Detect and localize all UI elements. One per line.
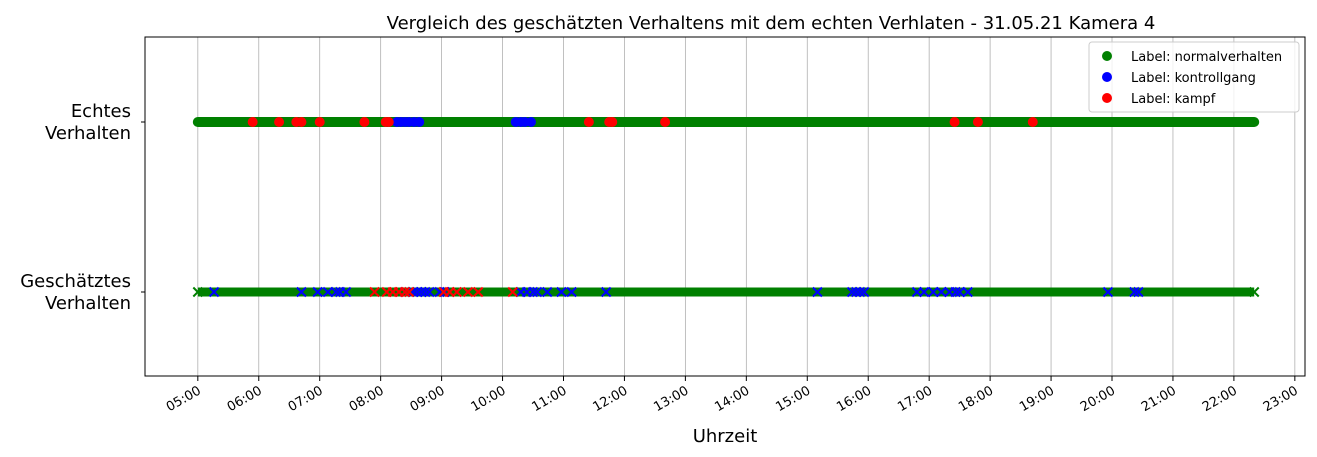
legend-entry-kontrollgang: Label: kontrollgang <box>1131 71 1256 86</box>
data-point-kontrollgang <box>850 286 862 298</box>
data-marks <box>192 117 1260 298</box>
x-tick-label: 18:00 <box>956 383 996 415</box>
x-tick-label: 23:00 <box>1261 383 1301 415</box>
x-tick-label: 14:00 <box>712 383 752 415</box>
data-point-kampf <box>403 286 415 298</box>
data-point-kontrollgang <box>414 117 425 127</box>
data-point-kontrollgang <box>407 286 419 298</box>
x-tick-label: 05:00 <box>164 383 204 415</box>
data-point-kontrollgang <box>936 286 947 298</box>
legend: Label: normalverhalten Label: kontrollgan… <box>1088 41 1300 113</box>
data-point-kampf <box>314 117 325 127</box>
plot-frame <box>144 36 1306 377</box>
data-point-kontrollgang <box>525 117 536 127</box>
x-tick-label: 06:00 <box>225 383 265 415</box>
data-point-kontrollgang <box>416 286 427 298</box>
data-point-kampf <box>472 286 484 298</box>
legend-marker-kampf <box>1102 93 1112 103</box>
data-point-kampf <box>399 286 411 298</box>
series-band-end-normalverhalten <box>192 286 204 298</box>
x-axis-label: Uhrzeit <box>693 426 758 447</box>
legend-marker-normalverhalten <box>1102 51 1112 61</box>
x-tick-label: 22:00 <box>1200 383 1240 415</box>
data-point-kontrollgang <box>424 286 435 298</box>
data-point-kontrollgang <box>208 286 220 298</box>
data-point-kontrollgang <box>950 286 961 298</box>
data-point-kampf <box>972 117 983 127</box>
data-point-kampf <box>507 286 518 298</box>
y-tick-label: Geschätztes <box>20 271 131 292</box>
data-point-kontrollgang <box>322 286 334 298</box>
x-tick-label: 11:00 <box>530 383 570 415</box>
data-point-kampf <box>660 117 671 127</box>
data-point-kontrollgang <box>1133 286 1144 298</box>
data-point-kontrollgang <box>1102 286 1114 298</box>
data-point-kontrollgang <box>340 286 352 298</box>
y-tick-label: Verhalten <box>45 293 131 314</box>
data-point-kampf <box>296 117 307 127</box>
x-tick-label: 21:00 <box>1139 383 1179 415</box>
data-point-kampf <box>462 286 474 298</box>
data-point-kampf <box>369 286 380 298</box>
data-point-kampf <box>583 117 594 127</box>
x-tick-label: 10:00 <box>469 383 509 415</box>
data-point-kontrollgang <box>1129 286 1140 298</box>
x-tick-label: 07:00 <box>286 383 326 415</box>
data-point-kontrollgang <box>556 286 567 298</box>
data-point-kontrollgang <box>918 286 930 298</box>
data-point-kontrollgang <box>566 286 577 298</box>
x-tick-label: 20:00 <box>1078 383 1118 415</box>
x-tick-label: 12:00 <box>590 383 630 415</box>
legend-frame <box>1088 41 1300 113</box>
data-point-kampf <box>274 117 285 127</box>
chart-title: Vergleich des geschätzten Verhaltens mit… <box>387 13 1156 34</box>
x-tick-label: 09:00 <box>408 383 448 415</box>
data-point-kontrollgang <box>928 286 939 298</box>
data-point-kontrollgang <box>412 286 423 298</box>
x-axis: 05:00 06:00 07:00 08:00 09:00 10:00 11:00 12:00… <box>164 376 1301 415</box>
data-point-kampf <box>949 117 960 127</box>
data-point-kontrollgang <box>600 286 612 298</box>
data-point-kontrollgang <box>858 286 870 298</box>
data-point-kontrollgang <box>296 286 307 298</box>
data-point-kampf <box>359 117 370 127</box>
data-point-kampf <box>607 117 618 127</box>
data-point-kontrollgang <box>420 286 431 298</box>
series-band-end-normalverhalten <box>1249 286 1260 298</box>
legend-entry-kampf: Label: kampf <box>1131 92 1216 107</box>
data-point-kontrollgang <box>854 286 866 298</box>
data-point-kontrollgang <box>954 286 965 298</box>
legend-marker-kontrollgang <box>1102 72 1112 82</box>
data-point-kontrollgang <box>962 286 973 298</box>
data-point-kontrollgang <box>846 286 858 298</box>
data-point-kampf <box>383 117 394 127</box>
data-point-kontrollgang <box>531 286 543 298</box>
x-tick-label: 19:00 <box>1017 383 1057 415</box>
legend-entry-normalverhalten: Label: normalverhalten <box>1131 50 1282 65</box>
data-point-kontrollgang <box>812 286 823 298</box>
x-tick-label: 15:00 <box>773 383 813 415</box>
data-point-kampf <box>451 286 463 298</box>
x-tick-label: 08:00 <box>347 383 387 415</box>
data-point-kontrollgang <box>330 286 342 298</box>
data-point-kontrollgang <box>312 286 323 298</box>
x-tick-label: 13:00 <box>651 383 691 415</box>
x-tick-label: 17:00 <box>895 383 935 415</box>
data-point-kontrollgang <box>527 286 539 298</box>
y-tick-label: Verhalten <box>45 123 131 144</box>
x-tick-label: 16:00 <box>834 383 874 415</box>
data-point-kampf <box>247 117 258 127</box>
data-point-kampf <box>1027 117 1038 127</box>
data-point-kontrollgang <box>542 286 553 298</box>
y-tick-label: Echtes <box>71 101 131 122</box>
x-grid <box>197 37 1296 376</box>
